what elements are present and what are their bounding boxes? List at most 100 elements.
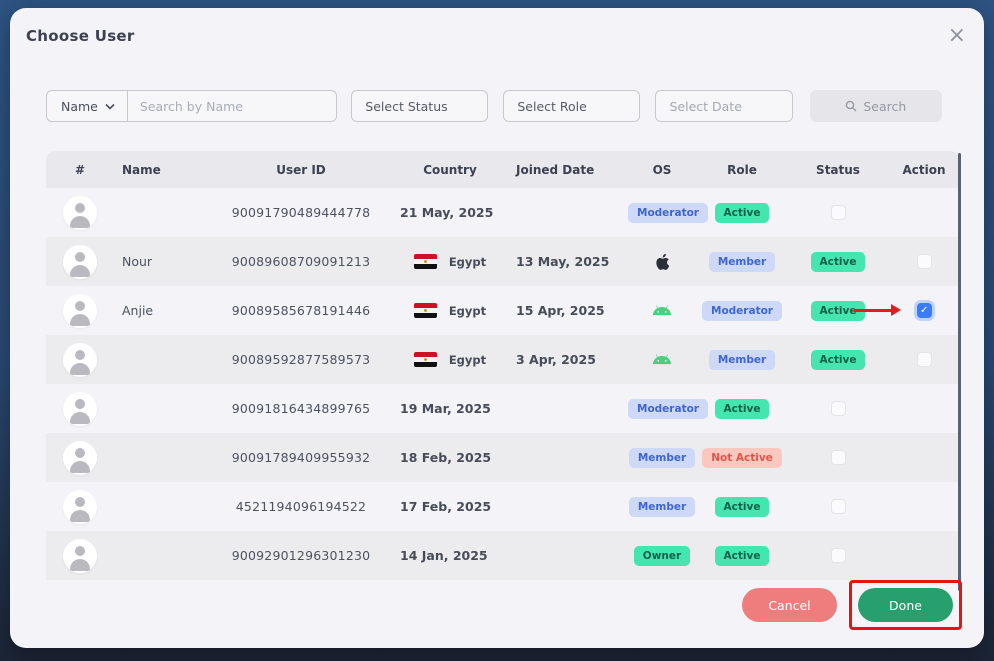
col-hash: # — [74, 162, 86, 177]
avatar — [63, 342, 97, 377]
table-row[interactable]: Nour 90089608709091213 Egypt 13 May, 202… — [46, 237, 960, 286]
row-status-cell: Active — [696, 398, 788, 419]
table-row[interactable]: 90091790489444778 21 May, 2025 Moderator — [46, 188, 960, 237]
row-role-cell: Moderator — [696, 300, 788, 321]
row-user-id: 90089608709091213 — [231, 254, 371, 269]
row-joined-date: 14 Jan, 2025 — [400, 548, 488, 563]
table-row[interactable]: 90092901296301230 14 Jan, 2025 Owner A — [46, 531, 960, 580]
row-action-cell — [888, 352, 960, 367]
table-row[interactable]: 90089592877589573 Egypt 3 Apr, 2025 Memb… — [46, 335, 960, 384]
row-country: Egypt — [392, 254, 508, 269]
android-icon — [652, 305, 672, 316]
table-row[interactable]: 90091789409955932 18 Feb, 2025 Member — [46, 433, 960, 482]
row-country-label: Egypt — [448, 254, 487, 269]
col-os: OS — [652, 162, 672, 177]
table-body: 90091790489444778 21 May, 2025 Moderator — [46, 188, 960, 580]
role-badge: Owner — [633, 545, 691, 566]
row-user-id: 4521194096194522 — [235, 499, 367, 514]
apple-icon — [655, 253, 669, 270]
done-highlight-annotation: Done — [849, 580, 962, 630]
row-name: Nour — [122, 254, 153, 269]
status-badge: Active — [714, 202, 770, 223]
modal-footer: Cancel Done — [742, 580, 962, 630]
row-user-id: 90092901296301230 — [231, 548, 371, 563]
row-checkbox[interactable] — [830, 401, 846, 416]
search-button[interactable]: Search — [809, 90, 943, 122]
choose-user-modal: Choose User × Name Select Status Select … — [10, 8, 984, 648]
row-checkbox[interactable] — [830, 499, 846, 514]
avatar-cell — [46, 391, 114, 426]
selection-arrow-annotation — [854, 304, 901, 316]
row-os — [628, 353, 696, 366]
row-status-cell: Active — [696, 496, 788, 517]
row-checkbox[interactable] — [916, 254, 932, 269]
col-country: Country — [423, 162, 477, 177]
name-field-dropdown[interactable]: Name — [47, 91, 128, 121]
avatar-cell — [46, 293, 114, 328]
table-row[interactable]: Anjie 90089585678191446 Egypt 15 Apr, 20… — [46, 286, 960, 335]
row-role-cell: Member — [628, 496, 696, 517]
modal-title: Choose User — [26, 27, 135, 45]
row-user-id: 90089585678191446 — [231, 303, 371, 318]
chevron-down-icon — [105, 103, 115, 110]
avatar — [63, 293, 97, 328]
table-scrollbar[interactable] — [958, 153, 961, 591]
avatar-cell — [46, 440, 114, 475]
row-checkbox[interactable] — [830, 548, 846, 563]
row-os — [628, 252, 696, 271]
row-name: Anjie — [122, 303, 154, 318]
name-search-combo: Name — [46, 90, 338, 122]
status-badge: Not Active — [702, 447, 782, 468]
search-icon — [846, 100, 857, 112]
row-joined-date: 17 Feb, 2025 — [400, 499, 492, 514]
col-name: Name — [122, 162, 161, 177]
date-select[interactable]: Select Date — [655, 90, 793, 122]
row-role-cell: Moderator — [628, 398, 708, 419]
col-action: Action — [902, 162, 946, 177]
row-role-cell: Owner — [628, 545, 696, 566]
row-joined-date: 19 Mar, 2025 — [400, 401, 491, 416]
egypt-flag-icon — [413, 254, 437, 269]
role-badge: Member — [708, 251, 776, 272]
row-os — [628, 304, 696, 317]
row-checkbox[interactable] — [830, 450, 846, 465]
filter-bar: Name Select Status Select Role Select Da… — [46, 90, 943, 122]
row-country: Egypt — [392, 303, 508, 318]
status-badge: Active — [714, 398, 770, 419]
avatar-cell — [46, 342, 114, 377]
avatar — [63, 391, 97, 426]
row-status-cell: Active — [696, 202, 788, 223]
role-badge: Member — [628, 447, 696, 468]
row-checkbox[interactable] — [830, 205, 846, 220]
avatar-cell — [46, 538, 114, 573]
role-select[interactable]: Select Role — [503, 90, 641, 122]
row-status-cell: Active — [788, 251, 888, 272]
avatar-cell — [46, 489, 114, 524]
close-icon[interactable]: × — [944, 25, 970, 47]
row-role-cell: Member — [696, 251, 788, 272]
done-button[interactable]: Done — [858, 588, 953, 622]
role-badge: Member — [628, 496, 696, 517]
status-select[interactable]: Select Status — [351, 90, 489, 122]
row-checkbox[interactable] — [916, 352, 932, 367]
cancel-button[interactable]: Cancel — [742, 588, 837, 622]
row-checkbox[interactable] — [916, 303, 932, 318]
row-joined-date: 3 Apr, 2025 — [516, 352, 596, 367]
role-badge: Moderator — [702, 300, 782, 321]
row-action-cell — [888, 303, 960, 318]
table-header-row: # Name User ID Country Joined Date OS Ro… — [46, 151, 960, 188]
row-user-id: 90091816434899765 — [231, 401, 371, 416]
table-row[interactable]: 90091816434899765 19 Mar, 2025 Moderator — [46, 384, 960, 433]
status-badge: Active — [714, 545, 770, 566]
search-input[interactable] — [127, 91, 337, 121]
row-action-cell — [788, 401, 888, 416]
row-user-id: 90089592877589573 — [231, 352, 371, 367]
row-status-cell: Active — [696, 545, 788, 566]
status-badge: Active — [714, 496, 770, 517]
android-icon — [652, 354, 672, 365]
col-status: Status — [816, 162, 860, 177]
role-badge: Member — [708, 349, 776, 370]
row-role-cell: Member — [696, 349, 788, 370]
row-status-cell: Active — [788, 349, 888, 370]
table-row[interactable]: 4521194096194522 17 Feb, 2025 Member A — [46, 482, 960, 531]
